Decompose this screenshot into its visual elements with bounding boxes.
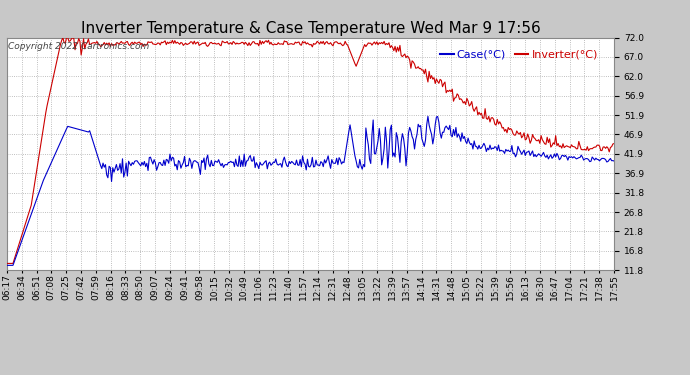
Title: Inverter Temperature & Case Temperature Wed Mar 9 17:56: Inverter Temperature & Case Temperature …: [81, 21, 540, 36]
Text: Copyright 2022 Cartronics.com: Copyright 2022 Cartronics.com: [8, 42, 149, 51]
Legend: Case(°C), Inverter(°C): Case(°C), Inverter(°C): [436, 45, 602, 64]
